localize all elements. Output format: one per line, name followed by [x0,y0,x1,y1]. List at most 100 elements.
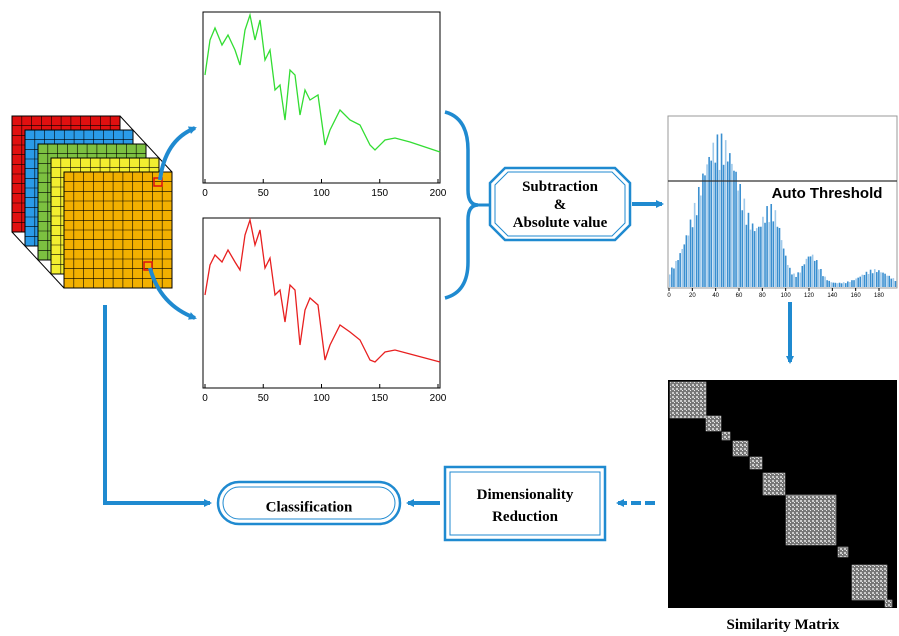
histogram-bar [731,164,733,287]
histogram-bar [888,276,890,287]
histogram-bar [824,277,826,287]
tick-label: 40 [712,293,719,299]
histogram-bar [779,228,781,287]
tick-label: 80 [759,293,766,299]
process-text: Dimensionality [477,487,574,503]
histogram-bar [793,274,795,287]
tick-label: 150 [371,393,388,404]
histogram-bar [717,134,719,287]
histogram-bar [712,143,714,287]
histogram-bar [857,278,859,287]
histogram-bar [692,227,694,287]
histogram-bar [725,140,727,287]
histogram-bar [839,283,841,287]
histogram-bar [696,215,698,287]
tick-label: 140 [827,293,838,299]
histogram-bar [760,227,762,287]
histogram-bar [880,272,882,287]
arrow [105,305,210,503]
tick-label: 50 [258,393,270,404]
histogram-bar [741,210,743,287]
histogram-bar [706,164,708,287]
bracket [445,112,478,298]
process-text: Classification [266,499,353,515]
tick-label: 200 [430,188,447,199]
histogram-bar [681,249,683,287]
histogram-bar [833,283,835,287]
threshold-label: Auto Threshold [772,185,883,202]
histogram-bar [744,199,746,287]
histogram-bar [710,161,712,287]
process-text: Subtraction [522,179,599,195]
histogram-bar [766,206,768,287]
histogram-bar [814,261,816,287]
histogram-bar [752,223,754,287]
histogram-bar [801,266,803,287]
histogram-bar [820,269,822,287]
histogram-bar [799,273,801,287]
histogram-bar [671,268,673,287]
tick-label: 150 [371,188,388,199]
tick-label: 180 [874,293,885,299]
histogram-bar [737,191,739,287]
histogram-bar [886,276,888,287]
histogram-bar [837,283,839,287]
histogram-bar [683,244,685,287]
histogram-bar [816,260,818,287]
histogram-bar [882,273,884,287]
histogram-bar [708,157,710,287]
matrix-block [750,457,762,469]
histogram-bar [826,280,828,287]
histogram-bar [764,223,766,287]
histogram-bar [673,268,675,287]
histogram-bar [694,203,696,287]
histogram-bar [872,273,874,287]
histogram-bar [686,235,688,287]
tick-label: 120 [804,293,815,299]
process-text: & [554,197,567,213]
histogram-bar [851,280,853,287]
histogram-bar [843,282,845,287]
histogram-bar [748,213,750,287]
histogram-bar [864,275,866,287]
histogram-bar [719,170,721,287]
histogram-bar [679,253,681,287]
histogram-bar [862,275,864,287]
matrix-block [670,382,706,418]
histogram-bar [762,217,764,287]
tick-label: 0 [202,393,208,404]
histogram-bar [804,264,806,287]
histogram-bar [870,270,872,287]
histogram-bar [855,279,857,287]
plot-frame [203,218,440,388]
histogram-bar [781,240,783,287]
matrix-block [838,547,848,557]
histogram-bar [868,274,870,287]
histogram-bar [721,134,723,287]
histogram-bar [808,257,810,287]
histogram-bar [756,228,758,287]
histogram-bar [878,270,880,287]
histogram-bar [768,222,770,287]
tick-label: 100 [313,393,330,404]
histogram-bar [791,274,793,287]
histogram-bar [893,278,895,287]
histogram-bar [822,276,824,287]
histogram-bar [690,220,692,287]
histogram-bar [702,174,704,287]
histogram-bar [874,269,876,287]
histogram-bar [853,280,855,287]
tick-label: 100 [313,188,330,199]
histogram-bar [675,261,677,287]
histogram-bar [688,236,690,287]
histogram-bar [698,187,700,287]
histogram-bar [770,202,772,287]
histogram-bar [810,256,812,287]
histogram-bar [789,268,791,287]
tick-label: 200 [430,393,447,404]
histogram-bar [876,272,878,287]
histogram-bar [849,282,851,287]
tick-label: 160 [851,293,862,299]
histogram-bar [806,259,808,287]
histogram-bar [841,283,843,287]
